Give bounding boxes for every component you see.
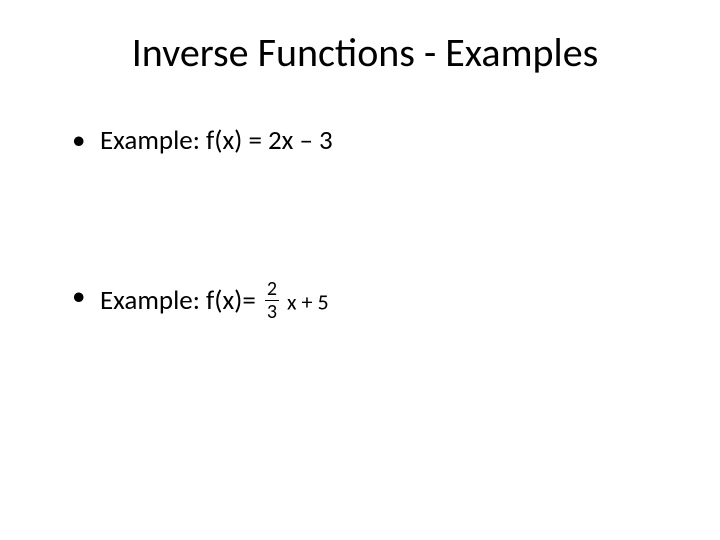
- bullet-list: Example: f(x) = 2x – 3 Example: f(x)= 23…: [60, 125, 660, 324]
- fraction: 23: [265, 279, 279, 322]
- bullet-text-prefix: Example: f(x)=: [100, 284, 262, 317]
- slide-title: Inverse Functions - Examples: [70, 28, 660, 77]
- bullet-item: Example: f(x) = 2x – 3: [72, 125, 660, 157]
- slide: Inverse Functions - Examples Example: f(…: [0, 0, 720, 540]
- bullet-text-suffix: x + 5: [282, 289, 329, 316]
- bullet-item: Example: f(x)= 23 x + 5: [72, 281, 660, 324]
- fraction-denominator: 3: [265, 301, 279, 322]
- bullet-text: Example: f(x) = 2x – 3: [100, 124, 333, 157]
- fraction-numerator: 2: [265, 279, 279, 301]
